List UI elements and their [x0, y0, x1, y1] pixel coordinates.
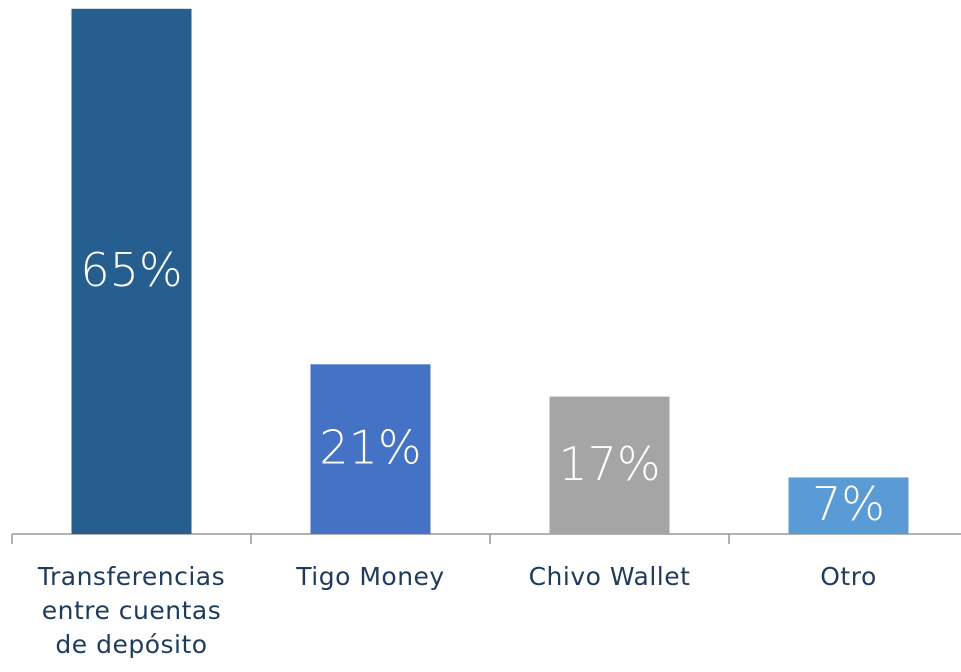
- bar: [310, 364, 431, 534]
- value-label: 17%: [558, 437, 660, 491]
- value-label: 65%: [80, 243, 182, 297]
- value-label: 7%: [812, 477, 885, 531]
- x-tick-label: Otro: [820, 562, 877, 591]
- bar: [549, 396, 670, 534]
- x-tick-label: Chivo Wallet: [528, 562, 691, 591]
- bar: [788, 477, 909, 534]
- bar: [71, 8, 192, 535]
- x-tick-label: Transferencias entre cuentas de depósito: [37, 562, 226, 659]
- x-tick-label: Tigo Money: [296, 562, 445, 591]
- value-label: 21%: [319, 421, 421, 475]
